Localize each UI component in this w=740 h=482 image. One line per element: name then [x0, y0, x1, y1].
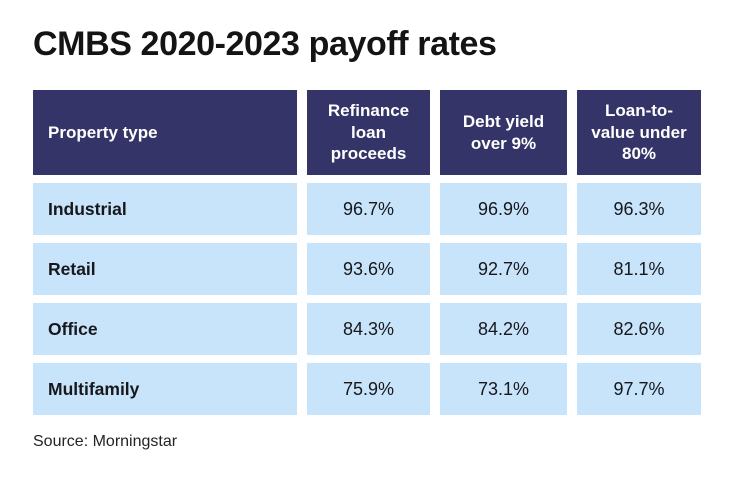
source-note: Source: Morningstar	[33, 433, 178, 450]
cell-office-ltv: 82.6%	[577, 303, 701, 355]
cell-multifamily-ltv: 97.7%	[577, 363, 701, 415]
cmbs-payoff-infographic: CMBS 2020-2023 payoff rates Property typ…	[33, 25, 701, 450]
row-label-retail: Retail	[33, 243, 297, 295]
cell-industrial-ltv: 96.3%	[577, 183, 701, 235]
row-label-industrial: Industrial	[33, 183, 297, 235]
cell-industrial-refinance: 96.7%	[307, 183, 430, 235]
column-header-refinance-loan-proceeds: Refinance loan proceeds	[307, 90, 430, 175]
cell-retail-refinance: 93.6%	[307, 243, 430, 295]
cell-office-refinance: 84.3%	[307, 303, 430, 355]
column-header-property-type: Property type	[33, 90, 297, 175]
column-header-debt-yield-over-9pct: Debt yield over 9%	[440, 90, 567, 175]
cell-retail-debt-yield: 92.7%	[440, 243, 567, 295]
cell-office-debt-yield: 84.2%	[440, 303, 567, 355]
row-label-office: Office	[33, 303, 297, 355]
row-label-multifamily: Multifamily	[33, 363, 297, 415]
cell-multifamily-debt-yield: 73.1%	[440, 363, 567, 415]
cell-multifamily-refinance: 75.9%	[307, 363, 430, 415]
cell-retail-ltv: 81.1%	[577, 243, 701, 295]
page-title: CMBS 2020-2023 payoff rates	[33, 25, 497, 63]
cell-industrial-debt-yield: 96.9%	[440, 183, 567, 235]
payoff-rates-table: Property type Refinance loan proceeds De…	[33, 90, 701, 415]
column-header-ltv-under-80pct: Loan-to-value under 80%	[577, 90, 701, 175]
